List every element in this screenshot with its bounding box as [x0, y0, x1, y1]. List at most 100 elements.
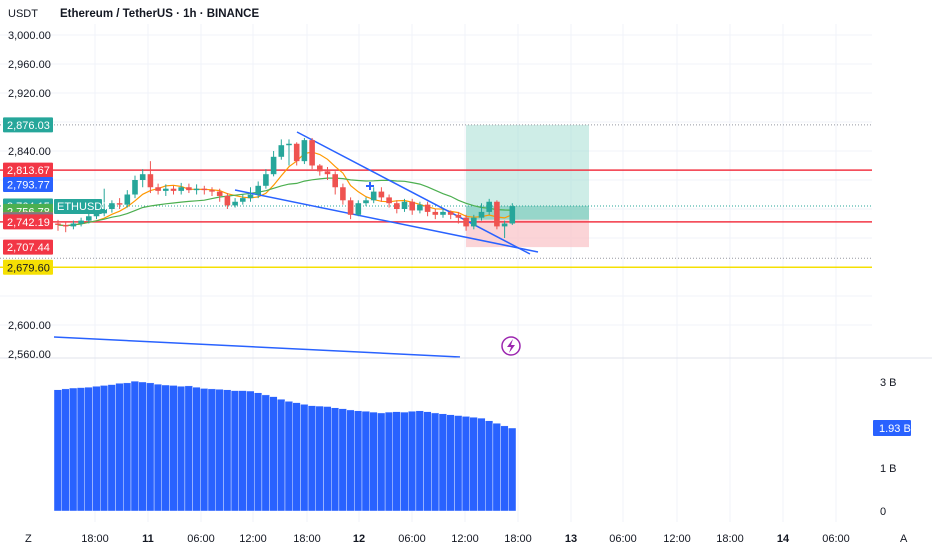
volume-bar [153, 383, 163, 512]
candle [432, 209, 439, 220]
price-badge-text: 2,742.19 [7, 217, 50, 229]
price-badge-bg [3, 239, 53, 255]
volume-bar [192, 386, 201, 512]
volume-bar [454, 415, 463, 512]
candle-body [293, 143, 300, 162]
time-tick-label: 12:00 [239, 533, 267, 545]
target-zone [466, 124, 589, 220]
candle [216, 188, 223, 202]
volume-bar [446, 414, 455, 512]
candle-body [201, 188, 208, 191]
candle-body [278, 145, 285, 157]
volume-axis[interactable]: 3 B 1 B 0 1.93 B [873, 377, 911, 518]
candle [286, 139, 292, 166]
volume-bar [284, 401, 293, 512]
volume-bar [53, 389, 62, 512]
candle-body [486, 201, 492, 212]
candle [309, 137, 315, 170]
candle [255, 181, 261, 199]
upper-trendline[interactable] [296, 131, 531, 255]
price-tick-label: 2,560.00 [8, 349, 51, 361]
volume-bar [261, 394, 270, 512]
volume-bar [277, 399, 286, 512]
candle [163, 184, 169, 196]
candle [147, 161, 154, 194]
candle-body [440, 211, 446, 215]
candle [363, 197, 369, 207]
trendlines [53, 131, 539, 358]
price-levels [0, 124, 872, 269]
time-tick-label: 18:00 [716, 533, 744, 545]
volume-bar [400, 411, 409, 512]
time-tick-label: 06:00 [398, 533, 426, 545]
candle [139, 169, 146, 188]
lower-trendline[interactable] [234, 189, 539, 253]
time-tick-label: 18:00 [81, 533, 109, 545]
volume-bar [431, 412, 440, 512]
candle-body [340, 187, 346, 201]
time-tick-label: 06:00 [187, 533, 215, 545]
candle-body [494, 201, 500, 227]
candle-body [109, 203, 115, 209]
volume-bar [99, 385, 109, 512]
candle-body [247, 194, 254, 199]
price-badge-text: 2,876.03 [7, 120, 50, 132]
price-tick-label: 2,840.00 [8, 146, 51, 158]
long-trendline[interactable] [53, 336, 461, 358]
price-badge-text: 2,679.60 [7, 262, 50, 274]
time-tick-label: 18:00 [293, 533, 321, 545]
candle [263, 169, 269, 189]
symbol-title[interactable]: Ethereum / TetherUS · 1h · BINANCE [60, 8, 259, 20]
volume-bar [508, 427, 517, 512]
candle-body [93, 213, 100, 217]
price-badge-bg [3, 259, 53, 275]
volume-bar [76, 387, 85, 512]
symbol-badge-label: ETHUSDT [57, 201, 109, 213]
stop-price-label: 2,707.44 [3, 239, 53, 255]
candle [386, 194, 392, 208]
volume-bar [138, 381, 147, 512]
volume-bar [461, 416, 471, 512]
candle [324, 166, 331, 180]
candle [463, 214, 469, 231]
candle-body [186, 187, 192, 191]
candle-body [124, 194, 131, 205]
current-volume-badge [873, 420, 911, 437]
candle-body [270, 156, 277, 175]
volume-bar [423, 411, 432, 512]
candle-body [163, 188, 169, 191]
candle [401, 198, 408, 212]
candle-body [409, 201, 415, 211]
volume-tick-label: 1 B [880, 463, 897, 475]
candle [378, 187, 385, 202]
price-tick-label: 2,960.00 [8, 59, 51, 71]
candle [471, 214, 477, 230]
candle [447, 210, 454, 220]
price-badge-bg [3, 214, 53, 230]
volume-bar [377, 412, 386, 512]
flash-icon[interactable] [501, 336, 521, 356]
candle [109, 200, 115, 213]
volume-bar [485, 420, 494, 512]
candle-body [62, 224, 69, 227]
volume-bar [92, 386, 101, 512]
candle [70, 220, 77, 230]
candle-body [509, 206, 516, 224]
price-axis[interactable]: 3,000.00 2,960.00 2,920.00 2,840.00 2,600.00… [8, 30, 51, 361]
candle-body [378, 191, 385, 198]
volume-tick-label: 0 [880, 506, 886, 518]
volume-bar [215, 389, 224, 512]
candle [155, 183, 161, 195]
candle-body [170, 188, 177, 191]
candle-body [255, 185, 261, 195]
candlestick-series [55, 137, 516, 238]
time-axis[interactable]: Z 18:00 11 06:00 12:00 18:00 12 06:00 12:00 18:00… [25, 533, 908, 545]
candle [186, 183, 192, 194]
candle-body [116, 203, 123, 205]
candle [347, 197, 354, 220]
volume-bar [230, 390, 240, 512]
candle-body [417, 204, 423, 211]
volume-bar [323, 406, 332, 512]
candle [370, 187, 377, 204]
